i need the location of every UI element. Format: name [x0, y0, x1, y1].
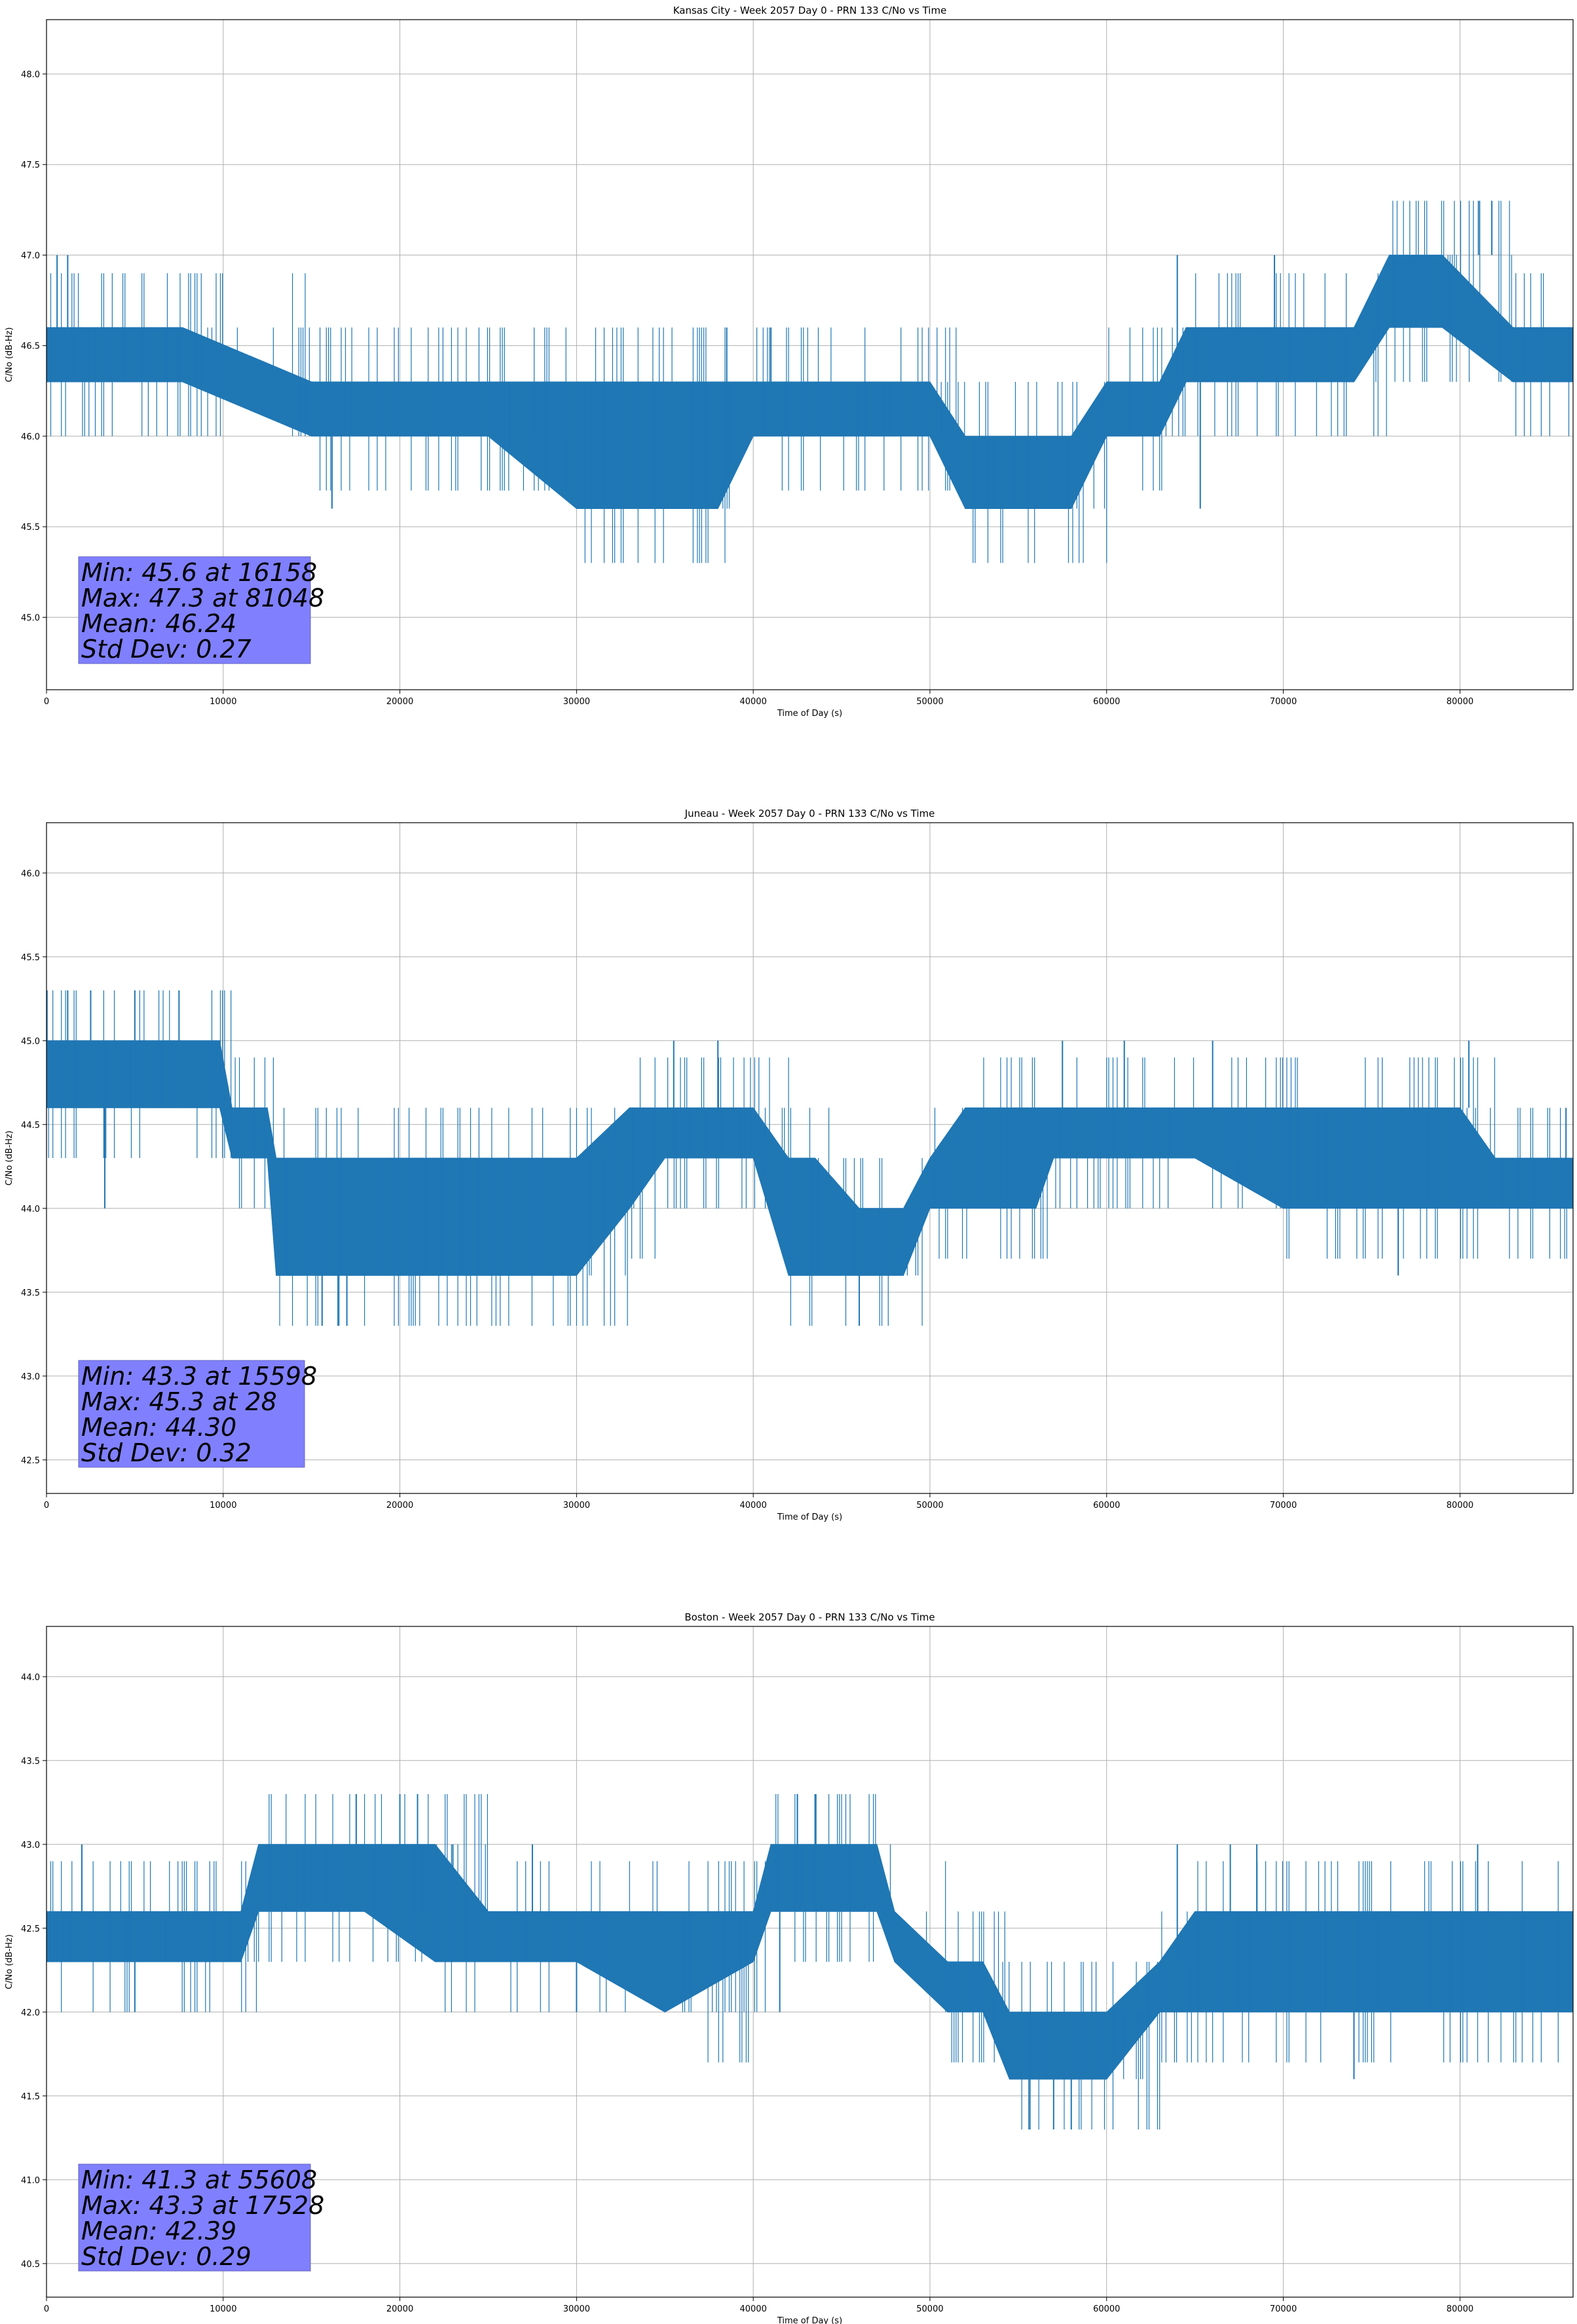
- stats-box: [78, 556, 311, 664]
- stats-line1: Min: 45.6 at 16158: [81, 558, 317, 587]
- y-tick-label: 46.0: [21, 869, 40, 879]
- chart-title: Kansas City - Week 2057 Day 0 - PRN 133 …: [673, 5, 947, 16]
- stats-line3: Mean: 42.39: [81, 2217, 236, 2245]
- axes-frame: [46, 822, 1574, 1494]
- x-tick-label: 70000: [1270, 2304, 1297, 2314]
- chart-panel-1: 0 10000 20000 30000 40000 50000 60000 70000 8000…: [5, 5, 1574, 719]
- y-tick-label: 42.5: [21, 1456, 40, 1466]
- x-tick-label: 10000: [210, 1501, 236, 1510]
- y-tick-label: 40.5: [21, 2260, 40, 2270]
- x-tick-label: 0: [44, 697, 49, 707]
- stats-line4: Std Dev: 0.27: [81, 635, 251, 664]
- x-axis-label: Time of Day (s): [777, 2316, 842, 2324]
- y-tick-label: 43.0: [21, 1372, 40, 1382]
- x-tick-label: 70000: [1270, 1501, 1297, 1510]
- y-tick-label: 46.0: [21, 432, 40, 442]
- x-tick-label: 20000: [386, 2304, 413, 2314]
- series-noise: [48, 1794, 1573, 2129]
- x-tick-label: 50000: [916, 2304, 943, 2314]
- y-tick-label: 45.5: [21, 523, 40, 533]
- y-tick-label: 42.0: [21, 2008, 40, 2018]
- stats-line4: Std Dev: 0.32: [81, 1438, 251, 1467]
- series-data: [46, 990, 1573, 1326]
- y-axis-label: C/No (dB-Hz): [5, 1131, 14, 1186]
- stats-box: [78, 2164, 311, 2272]
- x-tick-label: 60000: [1093, 697, 1120, 707]
- chart-panel-3: 0 10000 20000 30000 40000 50000 60000 70000 8000…: [5, 1611, 1574, 2324]
- y-tick-label: 45.0: [21, 1037, 40, 1047]
- y-tick-label: 47.5: [21, 160, 40, 170]
- series-noise: [46, 990, 1567, 1326]
- y-tick-label: 43.5: [21, 1757, 40, 1767]
- x-tick-label: 20000: [386, 1501, 413, 1510]
- stats-line2: Max: 45.3 at 28: [81, 1387, 277, 1416]
- stats-line1: Min: 43.3 at 15598: [81, 1362, 317, 1391]
- y-tick-label: 44.0: [21, 1205, 40, 1214]
- y-tick-label: 46.5: [21, 342, 40, 352]
- axes-frame: [46, 1626, 1574, 2298]
- y-axis-label: C/No (dB-Hz): [5, 1934, 14, 1989]
- x-tick-label: 40000: [739, 697, 766, 707]
- y-tick-label: 48.0: [21, 70, 40, 80]
- y-tick-label: 45.0: [21, 613, 40, 623]
- series-band: [46, 1844, 1573, 2080]
- y-tick-label: 41.0: [21, 2176, 40, 2186]
- x-tick-label: 40000: [739, 2304, 766, 2314]
- series-data: [46, 200, 1573, 563]
- x-tick-label: 50000: [916, 697, 943, 707]
- y-tick-label: 43.5: [21, 1288, 40, 1298]
- x-tick-label: 80000: [1447, 1501, 1474, 1510]
- x-tick-label: 80000: [1447, 2304, 1474, 2314]
- x-tick-label: 50000: [916, 1501, 943, 1510]
- stats-line4: Std Dev: 0.29: [81, 2242, 251, 2271]
- chart-title: Juneau - Week 2057 Day 0 - PRN 133 C/No …: [684, 808, 935, 819]
- stats-line1: Min: 41.3 at 55608: [81, 2165, 317, 2194]
- y-tick-label: 41.5: [21, 2092, 40, 2102]
- axes-frame: [46, 19, 1574, 690]
- x-tick-label: 30000: [563, 1501, 590, 1510]
- stats-line3: Mean: 46.24: [81, 609, 236, 638]
- x-tick-label: 0: [44, 1501, 49, 1510]
- x-tick-label: 60000: [1093, 1501, 1120, 1510]
- series-data: [46, 1794, 1573, 2129]
- x-tick-label: 30000: [563, 2304, 590, 2314]
- stats-line3: Mean: 44.30: [81, 1413, 236, 1442]
- x-tick-label: 70000: [1270, 697, 1297, 707]
- stats-line2: Max: 43.3 at 17528: [81, 2191, 324, 2220]
- stats-line2: Max: 47.3 at 81048: [81, 584, 324, 612]
- x-axis-label: Time of Day (s): [777, 1512, 842, 1522]
- x-tick-label: 10000: [210, 2304, 236, 2314]
- x-tick-label: 30000: [563, 697, 590, 707]
- x-axis-label: Time of Day (s): [777, 709, 842, 719]
- y-tick-label: 45.5: [21, 953, 40, 963]
- chart-title: Boston - Week 2057 Day 0 - PRN 133 C/No …: [684, 1611, 935, 1623]
- x-tick-label: 60000: [1093, 2304, 1120, 2314]
- x-tick-label: 20000: [386, 697, 413, 707]
- chart-panel-2: 0 10000 20000 30000 40000 50000 60000 70000 8000…: [5, 808, 1574, 1522]
- y-tick-label: 44.0: [21, 1673, 40, 1683]
- x-tick-label: 80000: [1447, 697, 1474, 707]
- stats-box: [78, 1360, 305, 1468]
- y-axis-label: C/No (dB-Hz): [5, 328, 14, 383]
- y-tick-label: 47.0: [21, 251, 40, 261]
- y-tick-label: 44.5: [21, 1121, 40, 1131]
- series-noise: [50, 200, 1570, 563]
- x-tick-label: 0: [44, 2304, 49, 2314]
- y-tick-label: 42.5: [21, 1924, 40, 1934]
- y-tick-label: 43.0: [21, 1841, 40, 1850]
- x-tick-label: 40000: [739, 1501, 766, 1510]
- x-tick-label: 10000: [210, 697, 236, 707]
